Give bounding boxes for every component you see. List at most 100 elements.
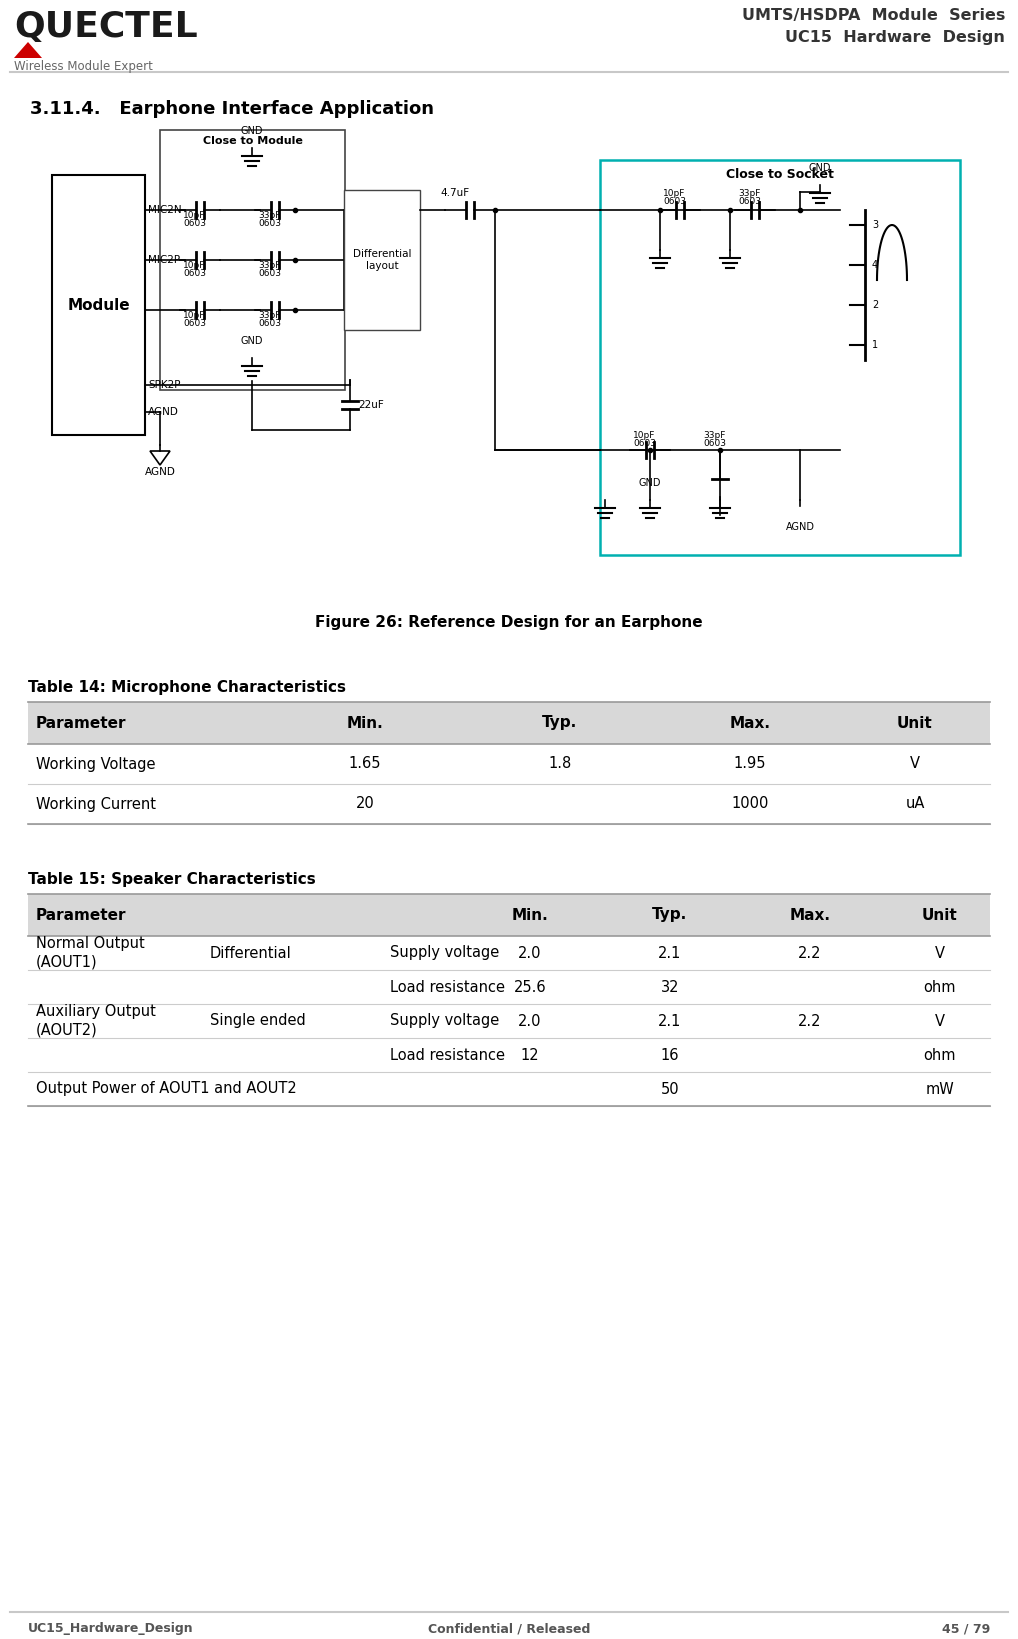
Text: SPK2P: SPK2P — [148, 380, 180, 390]
Polygon shape — [150, 451, 170, 465]
Text: MIC2P: MIC2P — [148, 256, 180, 266]
Text: 45 / 79: 45 / 79 — [942, 1623, 989, 1636]
Text: Parameter: Parameter — [36, 908, 126, 923]
Text: 4.7uF: 4.7uF — [441, 188, 469, 198]
Text: Parameter: Parameter — [36, 716, 126, 731]
Text: 10pF: 10pF — [633, 431, 656, 439]
Text: uA: uA — [905, 797, 924, 811]
Text: Figure 26: Reference Design for an Earphone: Figure 26: Reference Design for an Earph… — [316, 615, 702, 629]
Text: 1.8: 1.8 — [549, 757, 572, 772]
Text: 2.1: 2.1 — [659, 1013, 682, 1029]
Text: 2.0: 2.0 — [518, 1013, 542, 1029]
Text: Working Voltage: Working Voltage — [36, 757, 156, 772]
Text: Differential
layout: Differential layout — [353, 249, 411, 270]
Text: AGND: AGND — [148, 406, 179, 416]
Bar — [52, 175, 145, 434]
Text: 0603: 0603 — [663, 197, 686, 207]
Text: Module: Module — [67, 298, 130, 313]
Text: V: V — [935, 946, 945, 960]
Text: Unit: Unit — [922, 908, 958, 923]
Text: Auxiliary Output
(AOUT2): Auxiliary Output (AOUT2) — [36, 1005, 156, 1037]
Text: 4: 4 — [872, 261, 879, 270]
Text: AGND: AGND — [786, 521, 814, 533]
Text: 0603: 0603 — [183, 269, 206, 279]
Text: 0603: 0603 — [738, 197, 761, 207]
Text: 50: 50 — [661, 1082, 679, 1096]
Polygon shape — [790, 506, 810, 520]
Text: 1000: 1000 — [731, 797, 769, 811]
Text: 2.2: 2.2 — [798, 1013, 822, 1029]
Text: Confidential / Released: Confidential / Released — [428, 1623, 590, 1636]
Text: Load resistance: Load resistance — [390, 1047, 505, 1062]
Text: 20: 20 — [355, 797, 375, 811]
Text: Normal Output
(AOUT1): Normal Output (AOUT1) — [36, 936, 145, 970]
Text: V: V — [935, 1013, 945, 1029]
Text: Unit: Unit — [897, 716, 932, 731]
Polygon shape — [712, 487, 728, 497]
Text: 0603: 0603 — [258, 320, 281, 328]
Bar — [29, 893, 989, 936]
Text: Min.: Min. — [512, 908, 549, 923]
Text: UMTS/HSDPA  Module  Series: UMTS/HSDPA Module Series — [742, 8, 1005, 23]
Bar — [600, 161, 960, 556]
Text: 32: 32 — [661, 980, 679, 995]
Bar — [160, 129, 345, 390]
Text: 3: 3 — [872, 220, 879, 229]
Text: 2.1: 2.1 — [659, 946, 682, 960]
Text: 10pF: 10pF — [183, 211, 206, 220]
Text: 1: 1 — [872, 339, 879, 351]
Text: 3.11.4.   Earphone Interface Application: 3.11.4. Earphone Interface Application — [30, 100, 434, 118]
Text: 33pF: 33pF — [258, 311, 280, 320]
Text: 2: 2 — [872, 300, 879, 310]
Text: Table 14: Microphone Characteristics: Table 14: Microphone Characteristics — [29, 680, 346, 695]
Text: 1.65: 1.65 — [349, 757, 382, 772]
Text: 0603: 0603 — [633, 439, 656, 447]
Text: 16: 16 — [661, 1047, 679, 1062]
Text: 0603: 0603 — [703, 439, 726, 447]
Text: 10pF: 10pF — [183, 261, 206, 270]
Text: Single ended: Single ended — [210, 1013, 305, 1029]
Text: 0603: 0603 — [258, 269, 281, 279]
Text: UC15_Hardware_Design: UC15_Hardware_Design — [29, 1623, 193, 1636]
Text: AGND: AGND — [145, 467, 175, 477]
Text: Table 15: Speaker Characteristics: Table 15: Speaker Characteristics — [29, 872, 316, 887]
Text: 12: 12 — [520, 1047, 540, 1062]
Text: Typ.: Typ. — [653, 908, 687, 923]
Text: Max.: Max. — [790, 908, 831, 923]
Text: 0603: 0603 — [258, 220, 281, 228]
Text: 22uF: 22uF — [358, 400, 384, 410]
Text: GND: GND — [240, 126, 264, 136]
Bar — [29, 701, 989, 744]
Text: Working Current: Working Current — [36, 797, 156, 811]
Text: Differential: Differential — [210, 946, 292, 960]
Text: ohm: ohm — [923, 980, 956, 995]
Text: GND: GND — [638, 479, 662, 488]
Text: GND: GND — [240, 336, 264, 346]
Text: 10pF: 10pF — [663, 188, 685, 198]
Text: Close to Socket: Close to Socket — [726, 169, 834, 180]
Text: Close to Module: Close to Module — [203, 136, 302, 146]
Bar — [344, 190, 420, 329]
Text: Supply voltage: Supply voltage — [390, 1013, 499, 1029]
Polygon shape — [14, 43, 42, 57]
Text: 0603: 0603 — [183, 220, 206, 228]
Text: 1.95: 1.95 — [734, 757, 767, 772]
Text: 33pF: 33pF — [738, 188, 760, 198]
Text: UC15  Hardware  Design: UC15 Hardware Design — [785, 30, 1005, 44]
Text: ohm: ohm — [923, 1047, 956, 1062]
Text: Wireless Module Expert: Wireless Module Expert — [14, 61, 153, 74]
Text: 25.6: 25.6 — [514, 980, 547, 995]
Text: 33pF: 33pF — [258, 261, 280, 270]
Text: V: V — [910, 757, 920, 772]
Text: 2.2: 2.2 — [798, 946, 822, 960]
Text: 2.0: 2.0 — [518, 946, 542, 960]
Text: Min.: Min. — [346, 716, 384, 731]
Text: Supply voltage: Supply voltage — [390, 946, 499, 960]
Text: MIC2N: MIC2N — [148, 205, 181, 215]
Text: Max.: Max. — [730, 716, 771, 731]
Text: QUECTEL: QUECTEL — [14, 10, 197, 44]
Text: 0603: 0603 — [183, 320, 206, 328]
Text: 10pF: 10pF — [183, 311, 206, 320]
Text: 33pF: 33pF — [703, 431, 726, 439]
Text: GND: GND — [808, 162, 832, 174]
